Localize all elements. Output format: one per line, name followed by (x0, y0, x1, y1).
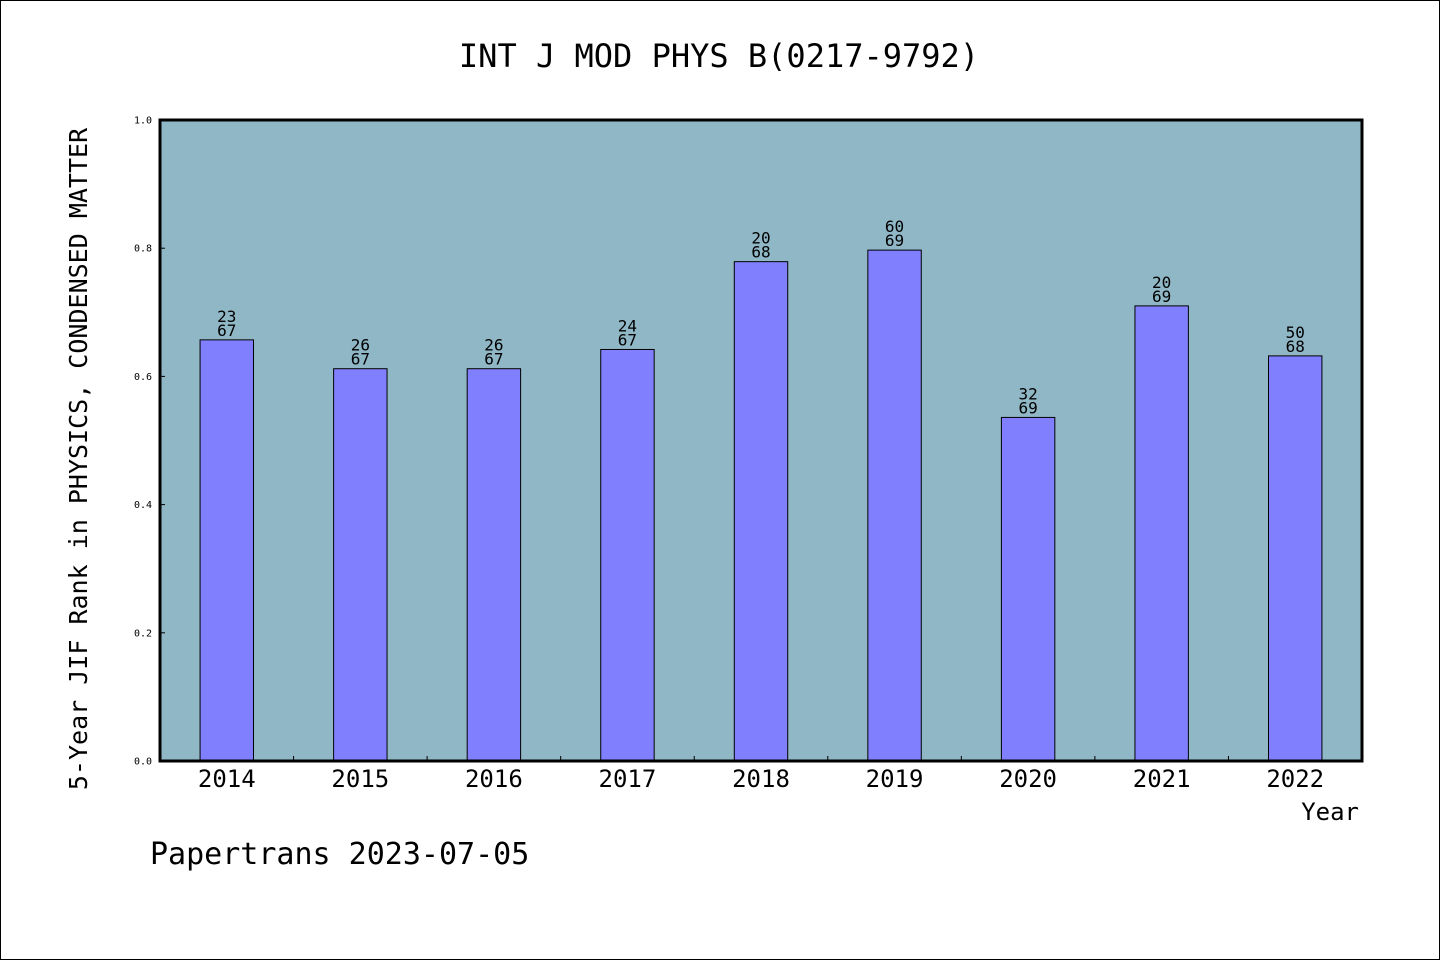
data-label-rank-2016: 26 (484, 336, 503, 355)
chart-title: INT J MOD PHYS B(0217-9792) (459, 37, 979, 75)
data-label-rank-2014: 23 (217, 307, 236, 326)
y-axis-label: 5-Year JIF Rank in PHYSICS, CONDENSED MA… (64, 127, 93, 790)
data-label-rank-2015: 26 (351, 336, 370, 355)
data-label-total-2014: 67 (217, 321, 236, 340)
bar-2019 (867, 249, 922, 762)
x-tick-label-2019: 2019 (866, 765, 924, 793)
data-label-total-2019: 69 (885, 231, 904, 250)
y-tick-label: 0.4 (134, 500, 152, 511)
data-label-rank-2018: 20 (751, 229, 770, 248)
data-label-rank-2019: 60 (885, 217, 904, 236)
x-tick-label-2014: 2014 (198, 765, 256, 793)
bar-2020 (1000, 416, 1056, 762)
x-axis-label: Year (1301, 798, 1359, 826)
data-label-total-2021: 69 (1152, 287, 1171, 306)
bar-2021 (1134, 305, 1189, 762)
y-tick-label: 0.0 (134, 757, 152, 768)
x-axis: 2014 2015 2016 2017 2018 2019 2020 2021 2022 (198, 756, 1324, 793)
bar-2015 (333, 368, 388, 762)
x-tick-label-2016: 2016 (465, 765, 523, 793)
data-label-rank-2017: 24 (618, 316, 637, 335)
footer-watermark: Papertrans 2023-07-05 (150, 837, 529, 872)
bars-group (199, 249, 1323, 762)
x-tick-label-2022: 2022 (1266, 765, 1324, 793)
plot-border (158, 118, 1364, 763)
bar-2018 (733, 261, 789, 762)
data-label-total-2016: 67 (484, 350, 503, 369)
data-label-total-2018: 68 (751, 243, 770, 262)
bar-2016 (466, 368, 522, 762)
data-label-total-2020: 69 (1018, 398, 1037, 417)
bar-2022 (1268, 355, 1323, 762)
y-tick-label: 0.6 (134, 372, 152, 383)
data-label-total-2017: 67 (618, 330, 637, 349)
x-tick-label-2021: 2021 (1133, 765, 1191, 793)
y-tick-label: 1.0 (134, 116, 152, 127)
data-label-rank-2021: 20 (1152, 273, 1171, 292)
data-label-total-2022: 68 (1286, 337, 1305, 356)
bar-2014 (199, 339, 254, 762)
data-label-rank-2022: 50 (1286, 323, 1305, 342)
y-tick-label: 0.2 (134, 628, 152, 639)
x-tick-label-2020: 2020 (999, 765, 1057, 793)
x-tick-label-2017: 2017 (599, 765, 657, 793)
x-tick-label-2018: 2018 (732, 765, 790, 793)
x-tick-label-2015: 2015 (331, 765, 389, 793)
y-tick-label: 0.8 (134, 244, 152, 255)
data-label-total-2015: 67 (351, 350, 370, 369)
data-label-rank-2020: 32 (1018, 384, 1037, 403)
bar-2017 (600, 348, 655, 762)
